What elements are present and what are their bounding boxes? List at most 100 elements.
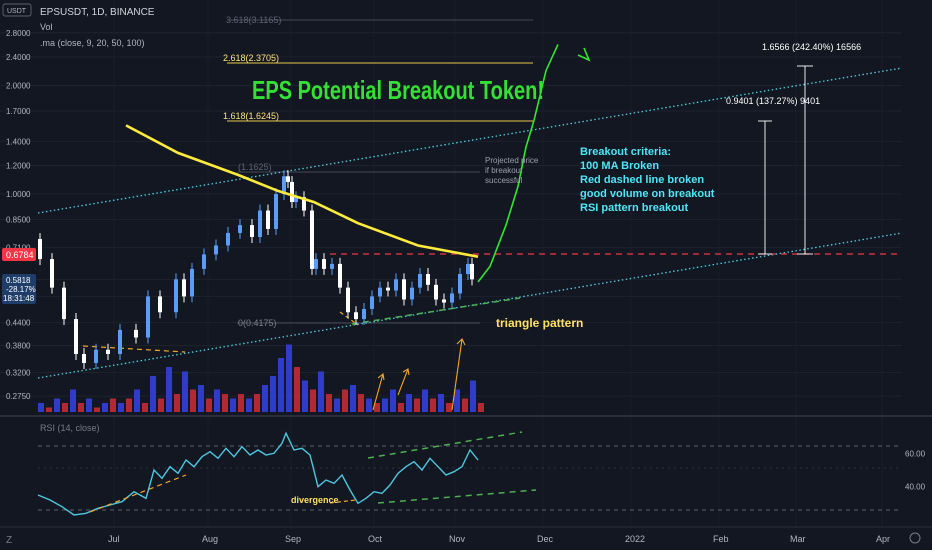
volume-bar-53 <box>462 398 468 412</box>
volume-bar-38 <box>342 389 348 412</box>
volume-bar-24 <box>230 398 236 412</box>
volume-bar-22 <box>214 389 220 412</box>
settings-gear-icon[interactable] <box>909 532 921 544</box>
rsi-tick-0: 60.00 <box>905 449 926 458</box>
volume-bar-19 <box>190 389 196 412</box>
ma-indicator-label[interactable]: .ma (close, 9, 20, 50, 100) <box>40 38 145 48</box>
candle-body-39 <box>402 279 406 300</box>
rsi-tick-1: 40.00 <box>905 483 926 492</box>
currency-label: USDT <box>7 8 27 15</box>
symbol-header[interactable]: EPSUSDT, 1D, BINANCE <box>40 7 155 18</box>
volume-bar-20 <box>198 385 204 412</box>
volume-bar-2 <box>54 398 60 412</box>
countdown-text: 18:31:48 <box>3 294 35 303</box>
volume-bar-23 <box>222 394 228 412</box>
candle-body-4 <box>82 354 86 363</box>
volume-arrow-2 <box>397 368 410 396</box>
volume-arrow-3 <box>451 338 466 411</box>
volume-bar-31 <box>286 344 292 412</box>
volume-bar-0 <box>38 403 44 412</box>
volume-bar-13 <box>142 403 148 412</box>
rsi-lower-trend <box>377 489 537 504</box>
volume-bar-42 <box>374 403 380 412</box>
time-tick-3: Oct <box>368 534 383 544</box>
volume-bar-9 <box>110 398 116 412</box>
candle-body-27 <box>310 210 314 269</box>
ma-100-line <box>125 124 479 258</box>
price-change-text: -28.17% <box>6 285 36 294</box>
rsi-divergence-line <box>329 499 357 504</box>
volume-bar-52 <box>454 389 460 412</box>
rsi-jul-trend <box>89 474 187 513</box>
chart-title-annotation: EPS Potential Breakout Token! <box>252 75 544 105</box>
volume-bar-5 <box>78 403 84 412</box>
candle-body-5 <box>94 349 98 363</box>
candle-body-37 <box>386 287 390 291</box>
projected-price-note: Projected price if breakout successful <box>485 156 541 185</box>
candle-body-16 <box>226 232 230 246</box>
candle-body-10 <box>158 296 162 313</box>
price-axis[interactable]: 2.8000 2.4000 2.0000 1.7000 1.4000 1.2000 1.00… <box>6 29 31 401</box>
candle-body-23 <box>286 176 290 182</box>
candle-body-44 <box>442 299 446 303</box>
volume-bar-47 <box>414 398 420 412</box>
volume-bar-36 <box>326 394 332 412</box>
price-tick-6: 1.0000 <box>6 190 31 199</box>
candle-body-8 <box>134 329 138 338</box>
candle-body-47 <box>466 263 470 275</box>
candle-body-34 <box>362 308 366 320</box>
triangle-pattern-label: triangle pattern <box>496 316 583 330</box>
candle-body-35 <box>370 296 374 309</box>
volume-bar-37 <box>334 398 340 412</box>
volume-label[interactable]: Vol <box>40 22 53 32</box>
candle-body-6 <box>106 349 110 355</box>
candle-body-28 <box>314 259 318 269</box>
volume-bar-28 <box>262 385 268 412</box>
rsi-pane: divergence RSI (14, close) <box>37 423 902 516</box>
time-tick-5: Dec <box>537 534 554 544</box>
price-tick-11: 0.4400 <box>6 319 31 328</box>
volume-bar-4 <box>70 389 76 412</box>
price-tick-13: 0.3200 <box>6 368 31 377</box>
volume-bar-1 <box>46 407 52 412</box>
volume-bar-12 <box>134 389 140 412</box>
candle-body-19 <box>258 210 262 237</box>
current-price-badge <box>2 248 36 261</box>
jul-support-line <box>82 345 186 353</box>
candle-body-20 <box>266 210 270 229</box>
tradingview-logo-icon[interactable]: Z <box>6 535 12 546</box>
candle-body-31 <box>338 263 342 288</box>
candle-body-26 <box>302 197 306 211</box>
candle-body-33 <box>354 312 358 320</box>
price-tick-0: 2.8000 <box>6 29 31 38</box>
candle-body-15 <box>214 245 218 255</box>
oct-support-line <box>339 311 359 326</box>
rsi-indicator-label: RSI (14, close) <box>40 423 100 433</box>
volume-arrows <box>372 338 466 411</box>
rsi-axis[interactable]: 60.00 40.00 <box>905 449 926 491</box>
time-tick-6: 2022 <box>625 534 645 544</box>
time-tick-4: Nov <box>449 534 466 544</box>
candle-body-17 <box>238 225 242 233</box>
candle-body-24 <box>290 181 294 203</box>
candle-body-12 <box>182 279 186 297</box>
measure-label-2: 1.6566 (242.40%) 16566 <box>762 42 861 52</box>
candle-body-1 <box>50 259 54 288</box>
fibonacci-levels: 3.618(3.1165) 2.618(2.3705) 1.618(1.6245… <box>223 15 533 328</box>
time-axis[interactable]: Jul Aug Sep Oct Nov Dec 2022 Feb Mar Apr <box>108 534 890 544</box>
volume-bar-7 <box>94 407 100 412</box>
currency-button[interactable] <box>2 3 32 17</box>
candle-body-30 <box>330 263 334 269</box>
candle-body-38 <box>394 279 398 291</box>
time-tick-2: Sep <box>285 534 301 544</box>
candle-body-11 <box>174 279 178 313</box>
candle-body-14 <box>202 254 206 269</box>
rsi-upper-trend <box>367 431 523 459</box>
candle-body-9 <box>146 296 150 338</box>
candle-body-41 <box>418 274 422 288</box>
time-tick-8: Mar <box>790 534 806 544</box>
fib-label-2618: 2.618(2.3705) <box>223 53 279 63</box>
price-tick-14: 0.2750 <box>6 392 31 401</box>
measure-label-1: 0.9401 (137.27%) 9401 <box>726 96 820 106</box>
